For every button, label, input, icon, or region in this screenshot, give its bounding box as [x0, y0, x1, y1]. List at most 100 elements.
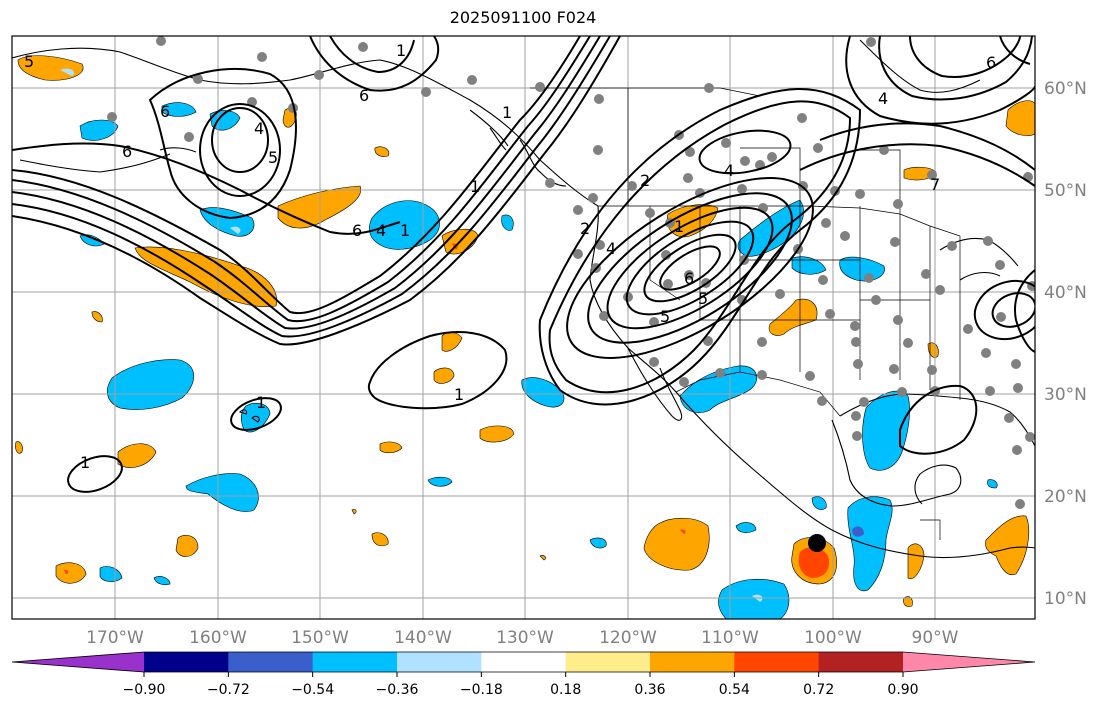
positive-fill	[117, 443, 157, 468]
contour-lines	[12, 36, 1035, 493]
colorbar-tick-label: −0.54	[291, 682, 334, 698]
negative-fill	[427, 476, 453, 487]
colorbar-extend-low	[12, 652, 144, 672]
colorbar-swatch	[312, 652, 398, 672]
strong-positive-fill	[64, 569, 69, 574]
contour-label: 5	[24, 52, 34, 71]
negative-fill	[839, 256, 885, 282]
strong-positive-fill	[680, 529, 686, 534]
colorbar-tick-label: 0.72	[803, 682, 834, 698]
contour-label: 1	[396, 41, 406, 60]
negative-anomaly-fills	[79, 102, 998, 619]
lat-label: 60°N	[1044, 79, 1087, 99]
positive-fill	[903, 596, 913, 607]
lon-label: 140°W	[394, 628, 452, 648]
contour-label: 1	[80, 453, 90, 472]
colorbar-swatch	[818, 652, 904, 672]
colorbar-swatch	[481, 652, 567, 672]
contour-label: 5	[268, 148, 278, 167]
positive-fill	[91, 311, 103, 323]
positive-fill	[479, 425, 515, 443]
positive-fill	[371, 532, 389, 547]
lon-label: 90°W	[912, 628, 959, 648]
colorbar: −0.90 −0.72 −0.54 −0.36 −0.18 0.18 0.36 0.54 0.7…	[11, 651, 1036, 698]
positive-fill	[433, 367, 455, 384]
contour-label: 1	[674, 217, 684, 236]
lon-label: 160°W	[189, 628, 247, 648]
strong-positive-fill	[798, 547, 830, 578]
positive-fill	[351, 509, 357, 515]
colorbar-swatch	[228, 652, 314, 672]
lat-label: 30°N	[1044, 385, 1087, 405]
negative-fill	[79, 119, 119, 141]
contour-label-group: 5 6 6 4 5 6 1 6 4 1 1 1 2 4 1 2 4 5 6 5 …	[24, 41, 996, 472]
station-markers	[107, 36, 1035, 509]
contour-label: 6	[359, 86, 369, 105]
negative-fill	[153, 576, 171, 586]
negative-fill	[847, 496, 893, 592]
positive-fill	[277, 185, 362, 229]
colorbar-swatch	[734, 652, 820, 672]
colorbar-tick-label: 0.54	[719, 682, 750, 698]
colorbar-swatch	[565, 652, 651, 672]
contour-label: 6	[684, 269, 694, 288]
highlight-station-marker	[808, 534, 826, 552]
positive-fill	[17, 55, 84, 81]
lon-label: 150°W	[291, 628, 349, 648]
latitude-labels: 60°N 50°N 40°N 30°N 20°N 10°N	[1044, 79, 1087, 609]
negative-fill	[521, 377, 565, 408]
negative-fill	[987, 479, 998, 489]
lon-label: 100°W	[804, 628, 862, 648]
positive-fill	[175, 535, 199, 557]
negative-fill	[107, 359, 195, 410]
contour-label: 2	[580, 219, 590, 238]
weak-negative-fill	[60, 68, 75, 76]
contour-label: 7	[930, 175, 940, 194]
contour-label: 4	[878, 89, 888, 108]
negative-fill	[718, 578, 790, 619]
positive-fill	[927, 342, 939, 358]
lon-label: 130°W	[496, 628, 554, 648]
negative-fill	[735, 522, 757, 533]
colorbar-tick-label: −0.72	[207, 682, 250, 698]
negative-fill	[99, 566, 123, 582]
colorbar-tick-label: −0.18	[460, 682, 503, 698]
contour-label: 4	[254, 119, 264, 138]
lat-label: 10°N	[1044, 589, 1087, 609]
negative-fill	[240, 402, 271, 433]
colorbar-extend-high	[903, 652, 1035, 672]
positive-anomaly-fills	[15, 55, 1035, 607]
positive-fill	[379, 441, 403, 454]
negative-fill	[185, 473, 259, 512]
negative-fill	[501, 214, 514, 231]
positive-fill	[539, 555, 546, 561]
colorbar-tick-label: 0.18	[550, 682, 581, 698]
contour-label: 6	[122, 142, 132, 161]
contour-label: 5	[698, 289, 708, 308]
colorbar-tick-label: −0.36	[376, 682, 419, 698]
contour-label: 5	[660, 307, 670, 326]
map-frame	[11, 35, 1036, 620]
weak-negative-fills	[60, 68, 763, 602]
negative-fill	[679, 365, 758, 413]
longitude-labels: 170°W 160°W 150°W 140°W 130°W 120°W 110°…	[86, 628, 959, 648]
colorbar-tick-label: 0.36	[634, 682, 665, 698]
contour-label: 4	[724, 161, 734, 180]
colorbar-swatch	[650, 652, 735, 672]
contour-label: 1	[454, 385, 464, 404]
positive-fill	[55, 562, 87, 584]
contour-label: 2	[640, 171, 650, 190]
graticule	[12, 36, 1035, 619]
contour-label: 1	[400, 221, 410, 240]
contour-label: 1	[256, 393, 266, 412]
chart-title: 2025091100 F024	[449, 8, 597, 27]
contour-label: 4	[606, 239, 616, 258]
colorbar-swatch	[144, 652, 229, 672]
coastlines	[12, 39, 1035, 559]
contour-label: 6	[352, 221, 362, 240]
positive-fill	[643, 517, 710, 571]
contour-label: 1	[502, 103, 512, 122]
negative-fill	[589, 537, 607, 549]
lat-label: 50°N	[1044, 181, 1087, 201]
lon-label: 110°W	[701, 628, 759, 648]
